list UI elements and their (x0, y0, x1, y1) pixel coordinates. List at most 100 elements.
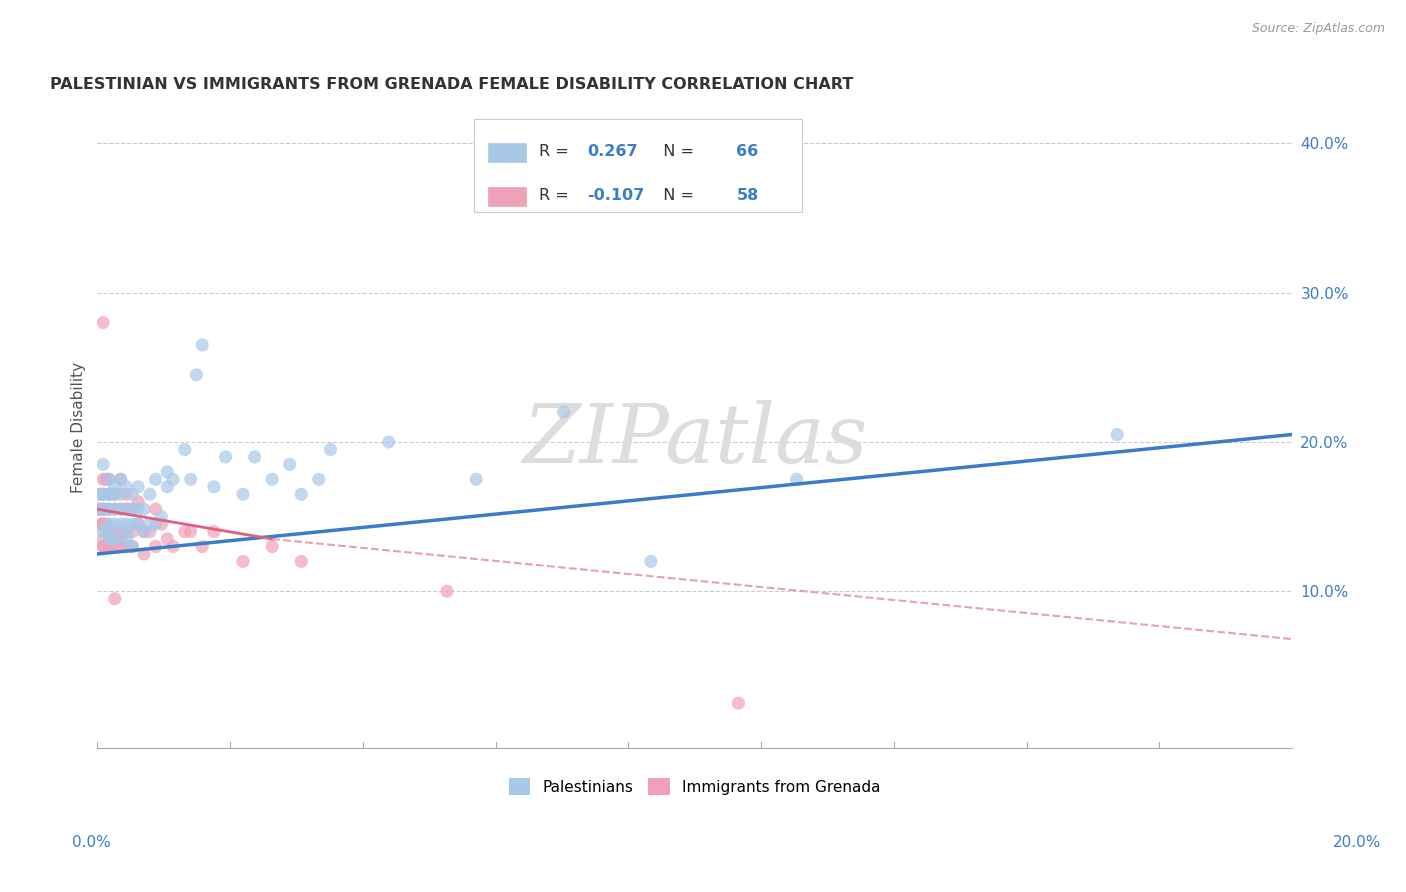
Text: N =: N = (652, 144, 699, 159)
Point (91, 517, 114, 532)
Point (87, 502, 110, 516)
Point (121, 502, 143, 516)
Point (145, 517, 167, 532)
Point (214, 450, 236, 464)
Point (139, 517, 162, 532)
Point (121, 502, 143, 516)
Point (104, 487, 127, 501)
Point (104, 532, 127, 546)
Bar (488, 187, 526, 205)
Point (104, 540, 127, 554)
Point (98, 502, 121, 516)
Point (104, 502, 127, 516)
Point (786, 472, 808, 486)
Point (145, 472, 167, 486)
Text: 0.267: 0.267 (588, 144, 638, 159)
Point (94, 517, 117, 532)
Text: 58: 58 (737, 188, 759, 202)
Point (180, 524, 202, 539)
Point (104, 524, 127, 539)
Point (191, 540, 214, 554)
Point (1107, 427, 1129, 442)
Point (319, 442, 342, 457)
Point (127, 517, 149, 532)
Point (553, 405, 575, 419)
Point (115, 517, 138, 532)
Point (173, 524, 195, 539)
Text: Source: ZipAtlas.com: Source: ZipAtlas.com (1251, 22, 1385, 36)
Text: R =: R = (540, 188, 574, 202)
Point (98, 540, 121, 554)
Point (156, 532, 179, 546)
Point (110, 517, 132, 532)
Legend: Palestinians, Immigrants from Grenada: Palestinians, Immigrants from Grenada (502, 772, 887, 801)
Point (104, 591, 127, 606)
Point (98, 540, 121, 554)
Point (98, 502, 121, 516)
Point (202, 480, 225, 494)
Y-axis label: Female Disability: Female Disability (72, 361, 86, 492)
Point (98, 472, 121, 486)
Point (377, 435, 399, 450)
Point (162, 472, 184, 486)
Point (121, 524, 143, 539)
Point (115, 540, 138, 554)
Point (262, 472, 284, 486)
Point (98, 487, 121, 501)
Point (91, 540, 114, 554)
FancyBboxPatch shape (474, 119, 803, 212)
Point (98, 524, 121, 539)
Point (115, 480, 138, 494)
Point (121, 517, 143, 532)
Point (127, 502, 149, 516)
Text: 0.0%: 0.0% (72, 836, 111, 850)
Point (89, 502, 111, 516)
Point (110, 532, 132, 546)
Point (173, 442, 195, 457)
Point (104, 480, 127, 494)
Point (110, 502, 132, 516)
Point (91, 472, 114, 486)
Point (110, 487, 132, 501)
Point (91, 502, 114, 516)
Point (94, 502, 117, 516)
Point (115, 524, 138, 539)
Point (121, 540, 143, 554)
Point (162, 540, 184, 554)
Point (110, 472, 132, 486)
Point (87, 502, 110, 516)
Point (104, 502, 127, 516)
Text: ZIPatlas: ZIPatlas (522, 400, 868, 480)
Text: R =: R = (540, 144, 574, 159)
Point (465, 472, 488, 486)
Point (150, 509, 173, 524)
Point (436, 584, 458, 599)
Point (98, 472, 121, 486)
Point (115, 532, 138, 546)
Point (98, 524, 121, 539)
Text: -0.107: -0.107 (588, 188, 644, 202)
Point (91, 517, 114, 532)
Point (91, 540, 114, 554)
Point (98, 487, 121, 501)
Point (139, 487, 162, 501)
Point (150, 517, 173, 532)
Point (127, 517, 149, 532)
Point (121, 540, 143, 554)
Point (243, 450, 266, 464)
Text: 66: 66 (737, 144, 759, 159)
Point (104, 487, 127, 501)
Text: N =: N = (652, 188, 699, 202)
Point (89, 487, 111, 501)
Point (110, 502, 132, 516)
Point (110, 540, 132, 554)
Point (145, 502, 167, 516)
Point (232, 487, 254, 501)
Point (132, 547, 155, 561)
Point (91, 502, 114, 516)
Point (98, 532, 121, 546)
Point (91, 532, 114, 546)
Point (104, 532, 127, 546)
Text: PALESTINIAN VS IMMIGRANTS FROM GRENADA FEMALE DISABILITY CORRELATION CHART: PALESTINIAN VS IMMIGRANTS FROM GRENADA F… (49, 78, 853, 93)
Point (290, 554, 312, 568)
